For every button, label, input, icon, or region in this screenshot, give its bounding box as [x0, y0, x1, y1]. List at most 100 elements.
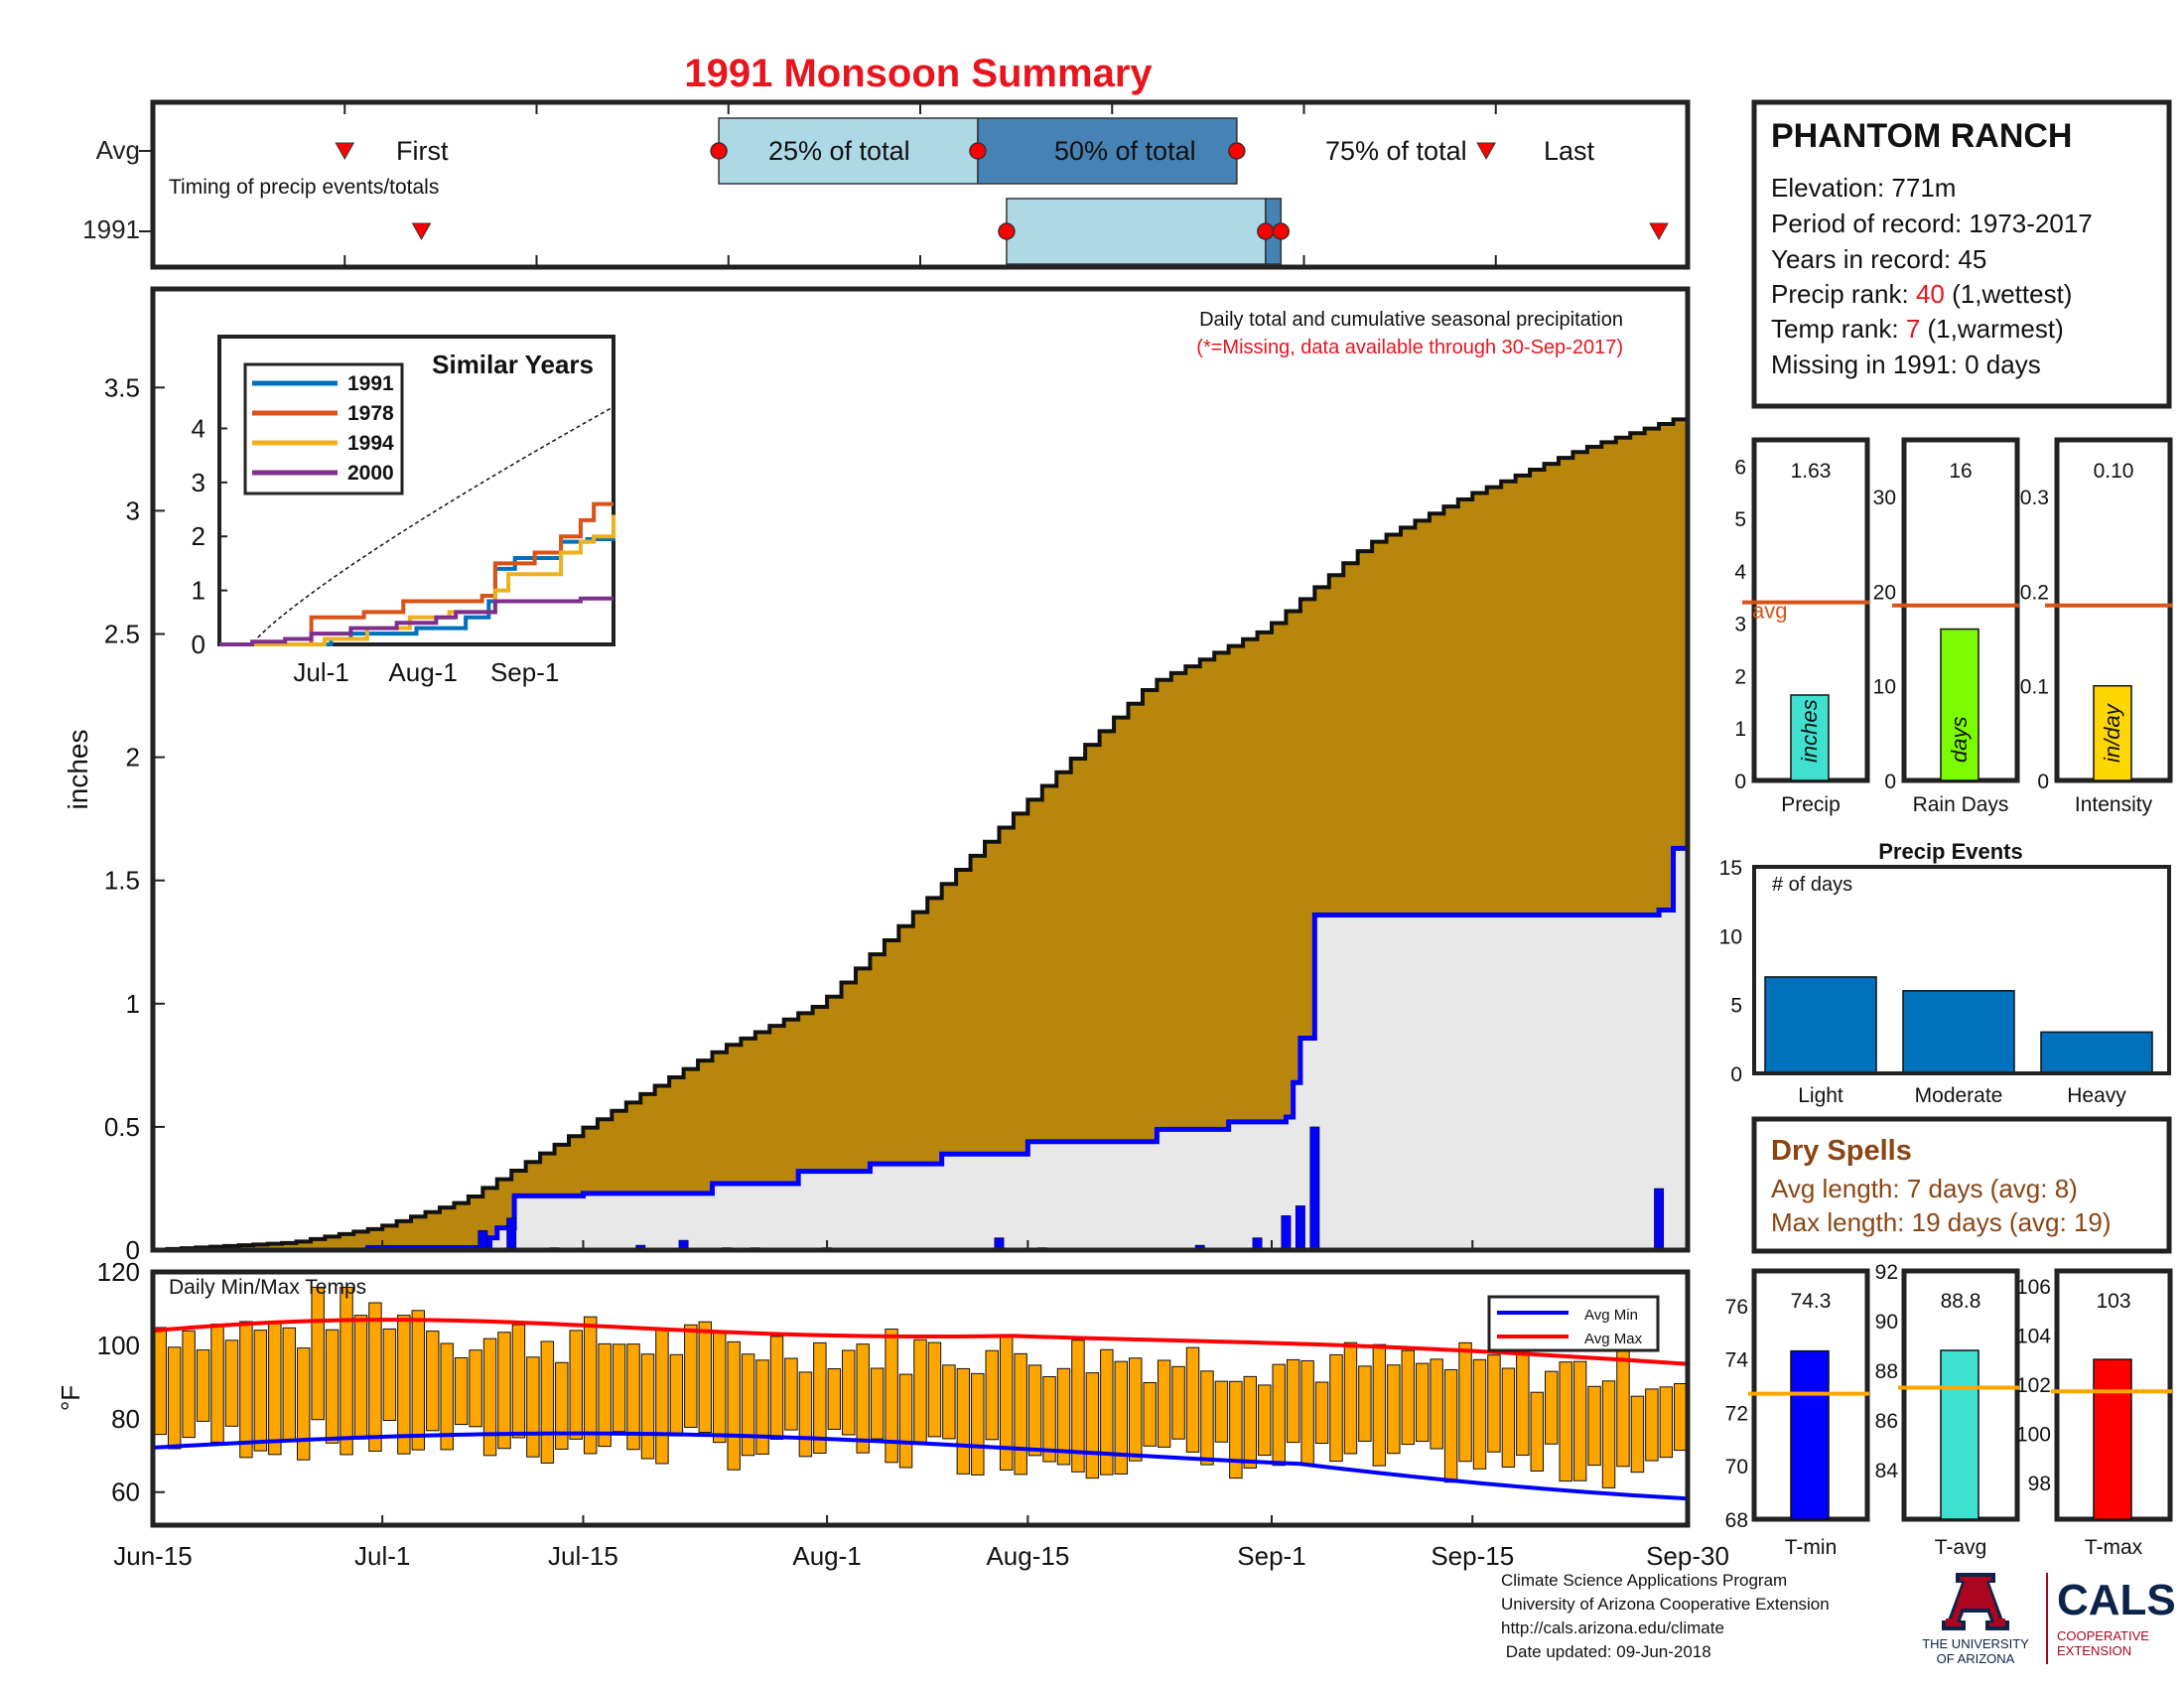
- daily-temp-bar: [282, 1327, 296, 1442]
- timing-box-25-50: [1006, 198, 1267, 265]
- daily-temp-bar: [755, 1359, 769, 1455]
- summary-label: Intensity: [2075, 793, 2153, 816]
- inset-legend-label: 1994: [347, 432, 394, 455]
- inset-y-tick-label: 0: [192, 630, 205, 659]
- temp-legend: Avg Min Avg Max: [1487, 1295, 1660, 1352]
- events-x-label: Moderate: [1915, 1084, 2003, 1107]
- station-period: Period of record: 1973-2017: [1771, 209, 2093, 238]
- summary-y-tick-label: 30: [1873, 487, 1896, 509]
- temp-summary-t-avg: 84 86 88 90 92 88.8 T-avg: [1875, 1261, 2020, 1559]
- cals-logo: CALS COOPERATIVE EXTENSION: [2046, 1573, 2176, 1664]
- avg-cumulative-line: [153, 417, 1688, 1252]
- daily-temp-bar: [626, 1343, 640, 1451]
- daily-temp-bar: [210, 1324, 224, 1443]
- daily-temp-bar: [856, 1343, 870, 1454]
- daily-temp-bar: [153, 1327, 167, 1436]
- station-years: Years in record: 45: [1771, 244, 1986, 274]
- summary-value: 16: [1949, 460, 1972, 483]
- daily-temp-bar: [426, 1331, 440, 1432]
- temp-summary-t-min: 68 70 72 74 76 74.3 T-min: [1725, 1268, 1870, 1559]
- temp-ylabel: °F: [56, 1385, 85, 1411]
- temp-legend-max: Avg Max: [1584, 1331, 1643, 1347]
- timing-marker: [1476, 142, 1496, 161]
- daily-temp-bar: [712, 1331, 727, 1444]
- summary-bar: [1790, 694, 1830, 781]
- daily-temp-bar: [640, 1353, 655, 1460]
- summary-y-tick-label: 2: [1734, 665, 1746, 688]
- timing-point: [710, 142, 728, 160]
- station-elevation: Elevation: 771m: [1771, 173, 1956, 203]
- daily-temp-bar: [741, 1353, 755, 1457]
- svg-text:CALS: CALS: [2057, 1576, 2176, 1624]
- summary-value: 0.10: [2094, 460, 2134, 483]
- dry-spells-title: Dry Spells: [1771, 1135, 1912, 1167]
- daily-temp-bar: [1645, 1388, 1659, 1462]
- daily-temp-bar: [1401, 1349, 1415, 1446]
- daily-temp-bar: [927, 1341, 942, 1438]
- summary-bar: [2093, 684, 2132, 781]
- svg-text:OF ARIZONA: OF ARIZONA: [1937, 1651, 2015, 1666]
- daily-temp-bar: [698, 1321, 712, 1434]
- daily-temp-bar: [397, 1315, 411, 1455]
- daily-temp-bar: [842, 1349, 856, 1436]
- y-tick-label: 1.5: [104, 866, 140, 896]
- daily-temp-bar: [942, 1364, 956, 1440]
- daily-temp-bar: [870, 1367, 885, 1440]
- daily-temp-bar: [325, 1329, 340, 1444]
- daily-temp-bar: [239, 1321, 253, 1459]
- summary-y-tick-label: 0.3: [2020, 487, 2049, 509]
- daily-temp-bar: [268, 1321, 282, 1456]
- temp-summary-y-tick-label: 84: [1875, 1460, 1899, 1482]
- daily-temp-bar: [497, 1332, 511, 1450]
- timing-first-label: First: [396, 136, 449, 166]
- temp-summary-y-tick-label: 72: [1725, 1402, 1748, 1425]
- x-tick-label: Aug-15: [986, 1541, 1069, 1571]
- events-y-tick-label: 0: [1730, 1063, 1742, 1086]
- footer-updated: Date updated: 09-Jun-2018: [1501, 1642, 1711, 1661]
- x-tick-label: Sep-30: [1646, 1541, 1729, 1571]
- x-tick-label: Jul-1: [354, 1541, 410, 1571]
- summary-y-tick-label: 1: [1734, 718, 1746, 741]
- summary-label: Precip: [1781, 793, 1841, 816]
- temp-summary-y-tick-label: 92: [1875, 1261, 1898, 1284]
- avg-min-line: [152, 1431, 1689, 1501]
- inset-legend-label: 1991: [347, 372, 394, 395]
- events-bar-light: [1764, 976, 1877, 1074]
- temp-summary-y-tick-label: 88: [1875, 1360, 1898, 1383]
- daily-temp-bar: [1300, 1359, 1314, 1465]
- timing-point: [1257, 222, 1275, 240]
- daily-temp-bar: [311, 1286, 325, 1421]
- footer-url[interactable]: http://cals.arizona.edu/climate: [1501, 1618, 1724, 1637]
- timing-p50-label: 50% of total: [1054, 136, 1196, 166]
- daily-temp-bar: [727, 1340, 741, 1471]
- temp-summary-value: 74.3: [1791, 1290, 1832, 1313]
- daily-precip-bar: [478, 1229, 488, 1251]
- daily-temp-bar: [1659, 1386, 1674, 1459]
- daily-temp-bar: [1387, 1364, 1401, 1455]
- daily-temp-bar: [1415, 1362, 1430, 1443]
- daily-temp-bar: [1243, 1375, 1258, 1469]
- daily-temp-bar: [1601, 1380, 1616, 1488]
- daily-temp-bar: [411, 1310, 426, 1451]
- inset-legend-label: 1978: [347, 402, 394, 425]
- daily-temp-bar: [469, 1349, 482, 1428]
- daily-temp-bar: [1042, 1375, 1056, 1463]
- station-missing: Missing in 1991: 0 days: [1771, 350, 2041, 379]
- summary-y-tick-label: 0.2: [2020, 581, 2049, 604]
- university-of-arizona-logo: THE UNIVERSITY OF ARIZONA: [1922, 1573, 2029, 1666]
- temp-summary-value: 88.8: [1941, 1290, 1981, 1313]
- daily-temp-bar: [368, 1302, 382, 1452]
- inset-x-tick-label: Sep-1: [490, 657, 559, 687]
- temp-summary-label: T-min: [1785, 1536, 1838, 1559]
- temp-summary-y-tick-label: 100: [2016, 1423, 2051, 1446]
- temp-summary-t-max: 98 100 102 104 106 103 T-max: [2016, 1268, 2173, 1559]
- events-note: # of days: [1772, 874, 1852, 896]
- svg-text:COOPERATIVE: COOPERATIVE: [2057, 1628, 2149, 1643]
- svg-text:EXTENSION: EXTENSION: [2057, 1643, 2131, 1658]
- y-tick-label: 3: [126, 495, 140, 525]
- summary-y-tick-label: 0: [1734, 771, 1746, 793]
- daily-temp-bar: [898, 1373, 913, 1469]
- inset-x-tick-label: Aug-1: [388, 657, 457, 687]
- inset-y-tick-label: 1: [192, 576, 205, 606]
- daily-temp-bar: [612, 1343, 626, 1433]
